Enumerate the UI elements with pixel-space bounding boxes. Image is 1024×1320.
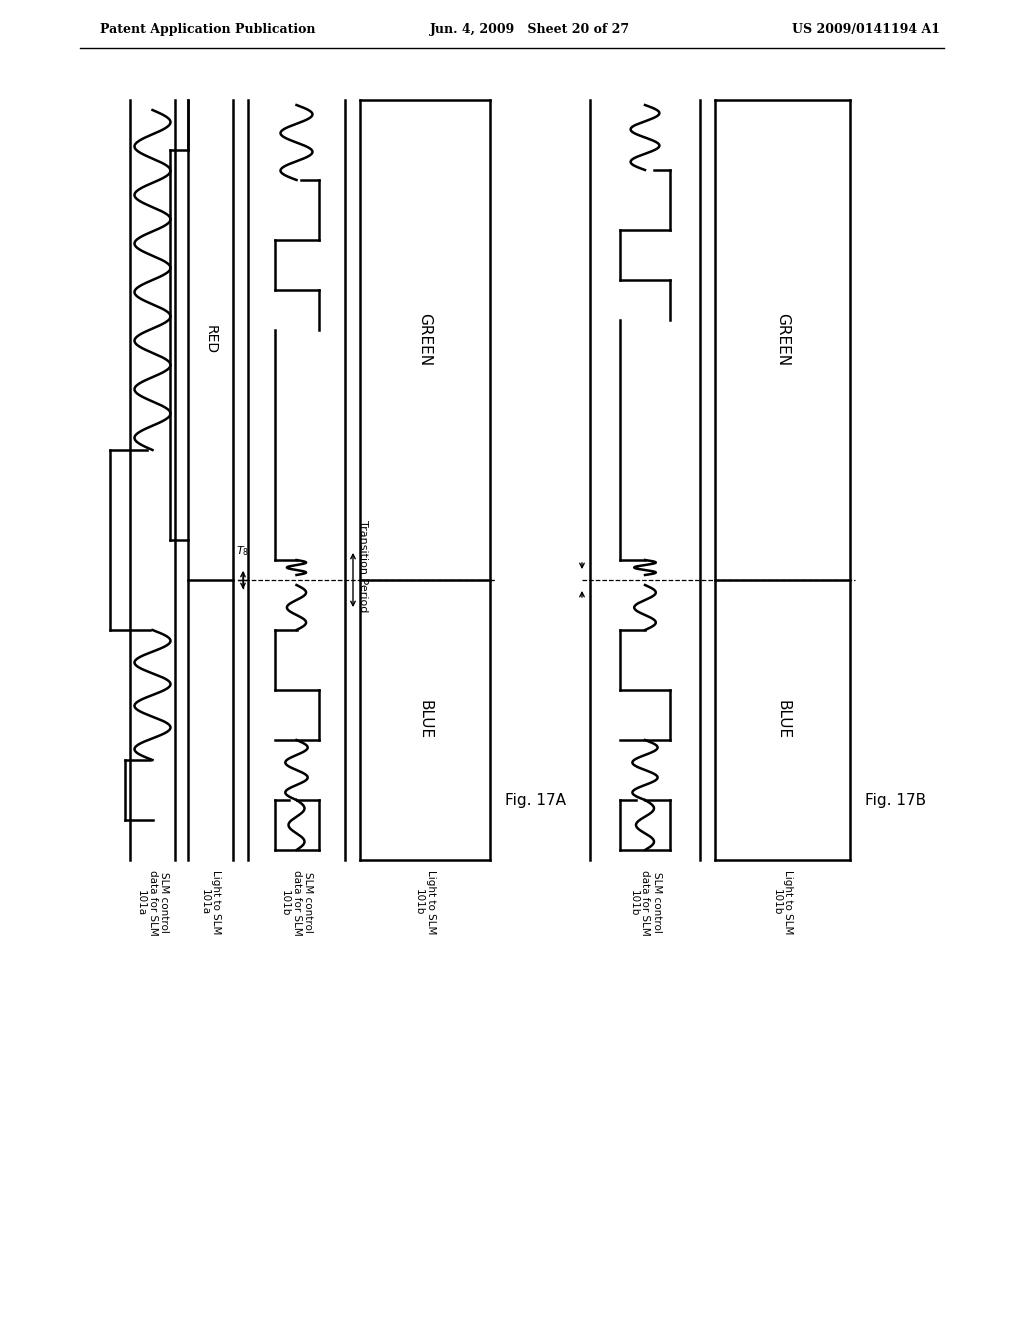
Text: $T_8$: $T_8$ xyxy=(237,544,250,558)
Text: BLUE: BLUE xyxy=(775,701,790,739)
Text: GREEN: GREEN xyxy=(418,313,432,367)
Text: SLM control
data for SLM
101a: SLM control data for SLM 101a xyxy=(136,870,169,936)
Text: US 2009/0141194 A1: US 2009/0141194 A1 xyxy=(792,24,940,37)
Text: Light to SLM
101b: Light to SLM 101b xyxy=(772,870,794,935)
Text: Fig. 17A: Fig. 17A xyxy=(505,792,566,808)
Text: Jun. 4, 2009   Sheet 20 of 27: Jun. 4, 2009 Sheet 20 of 27 xyxy=(430,24,630,37)
Text: Patent Application Publication: Patent Application Publication xyxy=(100,24,315,37)
Text: SLM control
data for SLM
101b: SLM control data for SLM 101b xyxy=(280,870,313,936)
Text: Light to SLM
101a: Light to SLM 101a xyxy=(200,870,221,935)
Text: Light to SLM
101b: Light to SLM 101b xyxy=(414,870,436,935)
Text: Transition Period: Transition Period xyxy=(358,520,368,612)
Text: RED: RED xyxy=(204,326,217,355)
Text: GREEN: GREEN xyxy=(775,313,790,367)
Text: SLM control
data for SLM
101b: SLM control data for SLM 101b xyxy=(629,870,662,936)
Text: BLUE: BLUE xyxy=(418,701,432,739)
Text: Fig. 17B: Fig. 17B xyxy=(865,792,926,808)
